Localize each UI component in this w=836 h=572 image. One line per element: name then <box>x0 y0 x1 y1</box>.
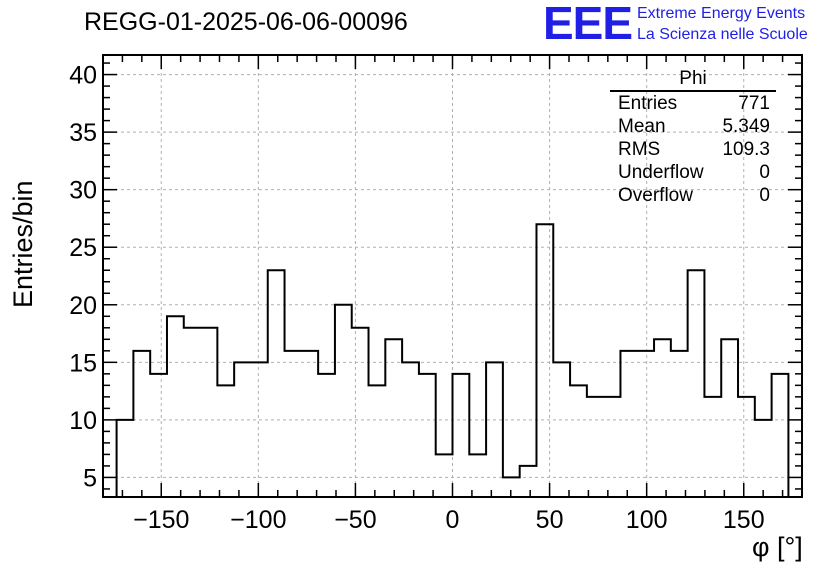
x-tick-label: 150 <box>723 506 765 534</box>
logo-caption-2: La Scienza nelle Scuole <box>637 26 808 43</box>
stats-value: 0 <box>759 162 770 183</box>
x-tick-label: 100 <box>626 506 668 534</box>
y-tick-label: 25 <box>69 234 97 262</box>
stats-row-entries: Entries 771 <box>610 92 776 115</box>
y-tick-label: 5 <box>83 464 97 492</box>
x-tick-label: −150 <box>133 506 189 534</box>
logo-caption-1: Extreme Energy Events <box>637 5 806 22</box>
y-tick-label: 20 <box>69 292 97 320</box>
y-tick-label: 15 <box>69 349 97 377</box>
stats-value: 109.3 <box>722 139 770 160</box>
x-axis-ticks: −150 −100 −50 0 50 100 150 <box>102 55 803 534</box>
x-axis-label: φ [°] <box>752 532 803 562</box>
chart-title: REGG-01-2025-06-06-00096 <box>84 8 408 36</box>
stats-label: Overflow <box>618 185 693 206</box>
stats-title: Phi <box>610 68 776 92</box>
y-tick-label: 40 <box>69 62 97 90</box>
y-axis-ticks: 5 10 15 20 25 30 35 40 <box>69 62 802 492</box>
stats-label: RMS <box>618 139 661 160</box>
stats-value: 5.349 <box>722 116 770 137</box>
grid-lines <box>103 55 802 497</box>
x-tick-label: 50 <box>536 506 564 534</box>
stats-label: Underflow <box>618 162 704 183</box>
y-axis-label-wrap: Entries/bin <box>8 180 38 308</box>
stats-value: 0 <box>759 185 770 206</box>
x-tick-label: 0 <box>446 506 460 534</box>
stats-box: Phi Entries 771 Mean 5.349 RMS 109.3 Und… <box>610 68 776 207</box>
histogram-bars <box>115 223 790 497</box>
stats-row-rms: RMS 109.3 <box>610 138 776 161</box>
y-tick-label: 35 <box>69 119 97 147</box>
x-tick-label: −100 <box>230 506 286 534</box>
stats-label: Entries <box>618 93 678 114</box>
stats-row-mean: Mean 5.349 <box>610 115 776 138</box>
x-tick-label: −50 <box>334 506 376 534</box>
y-tick-label: 10 <box>69 407 97 435</box>
eee-logo: EEE <box>543 0 633 49</box>
stats-value: 771 <box>738 93 770 114</box>
y-tick-label: 30 <box>69 177 97 205</box>
stats-label: Mean <box>618 116 666 137</box>
y-axis-label: Entries/bin <box>8 180 38 308</box>
histogram-outline <box>115 223 790 497</box>
stats-row-overflow: Overflow 0 <box>610 184 776 207</box>
stats-row-underflow: Underflow 0 <box>610 161 776 184</box>
